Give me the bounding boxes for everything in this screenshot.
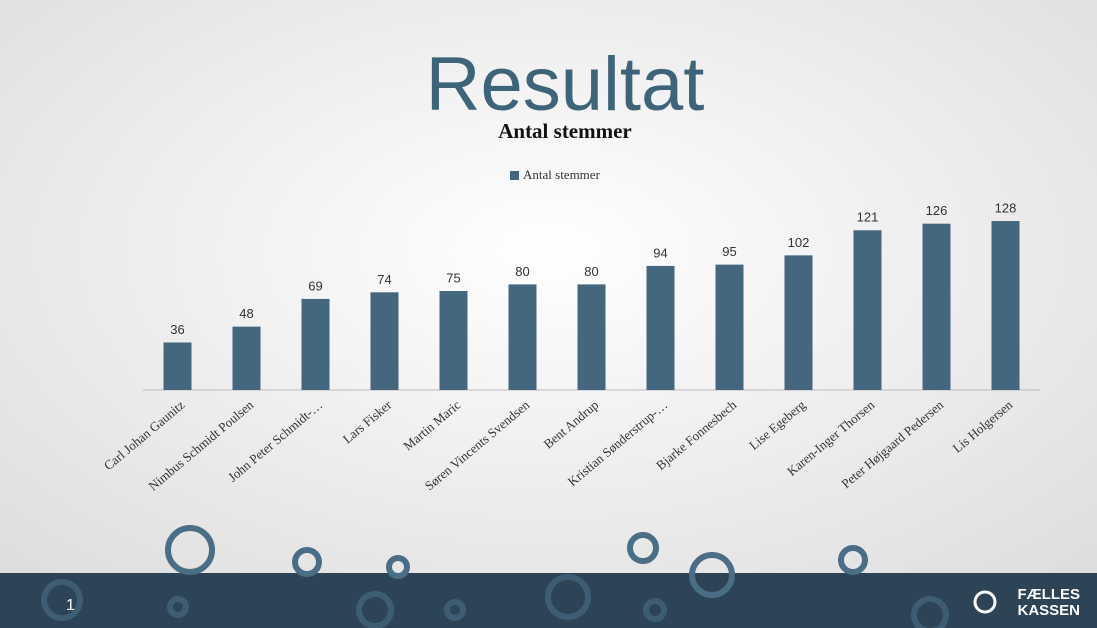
bar [164,342,192,390]
value-label: 121 [857,210,879,225]
logo-text: KASSEN [1017,602,1080,619]
value-label: 74 [377,272,391,287]
value-label: 95 [722,244,736,259]
bar [647,266,675,390]
bar [578,284,606,390]
slide-title: Resultat [426,42,705,127]
value-label: 48 [239,306,253,321]
bar [440,291,468,390]
value-label: 126 [926,203,948,218]
slide: Resultat Antal stemmer 1 FÆLLES KASSEN A… [0,0,1097,628]
value-label: 80 [584,264,598,279]
value-label: 80 [515,264,529,279]
value-label: 128 [995,200,1017,215]
bar [371,292,399,390]
bar [716,265,744,390]
value-label: 36 [170,322,184,337]
slide-number: 1 [66,597,75,614]
legend-label: Antal stemmer [523,167,601,182]
bar [992,221,1020,390]
value-label: 69 [308,278,322,293]
chart-title: Antal stemmer [498,119,632,143]
bar [785,255,813,390]
value-label: 94 [653,245,667,260]
bar [923,224,951,390]
bar [509,284,537,390]
bar [854,230,882,390]
value-label: 75 [446,270,460,285]
bar [233,327,261,390]
logo-text: FÆLLES [1018,586,1081,603]
value-label: 102 [788,235,810,250]
legend-swatch [510,171,519,180]
bar [302,299,330,390]
